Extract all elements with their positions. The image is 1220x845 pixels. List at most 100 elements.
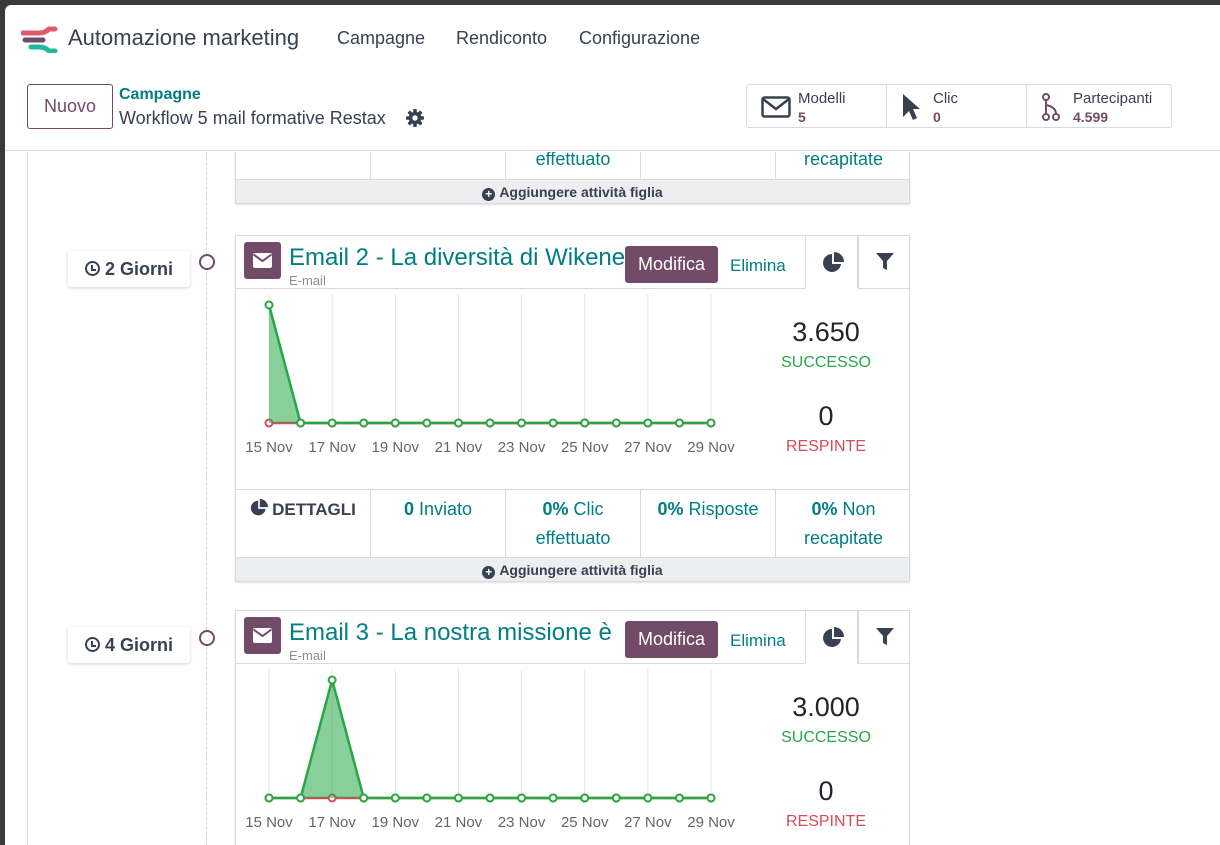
sent-value: 0 bbox=[403, 499, 414, 519]
activity-type: E-mail bbox=[289, 273, 326, 288]
stat-value: 4.599 bbox=[1073, 109, 1109, 125]
stat-label: Partecipanti bbox=[1073, 90, 1153, 107]
data-point bbox=[359, 793, 369, 803]
stat-button-partecipanti[interactable]: Partecipanti 4.599 bbox=[1027, 85, 1171, 127]
replied-label: Risposte bbox=[688, 499, 759, 519]
x-tick-label: 23 Nov bbox=[498, 439, 546, 456]
success-label: SUCCESSO bbox=[781, 729, 871, 746]
rejected-count: 0 bbox=[818, 401, 834, 431]
data-point bbox=[453, 418, 463, 428]
delay-badge: 2 Giorni bbox=[68, 251, 190, 287]
menu-configurazione[interactable]: Configurazione bbox=[579, 28, 701, 48]
tab-statistics[interactable] bbox=[805, 235, 858, 289]
menu-rendiconto[interactable]: Rendiconto bbox=[456, 28, 548, 48]
bounced-cell[interactable]: recapitate bbox=[803, 152, 884, 169]
bounced-cell[interactable]: 0% Non recapitate bbox=[776, 490, 911, 558]
sent-cell[interactable]: 0 Inviato bbox=[371, 490, 506, 558]
edit-button[interactable]: Modifica bbox=[625, 621, 718, 658]
divider bbox=[27, 152, 28, 845]
timeline-node bbox=[199, 254, 215, 270]
data-point bbox=[264, 793, 274, 803]
stat-button-modelli[interactable]: Modelli 5 bbox=[747, 85, 887, 127]
delete-button[interactable]: Elimina bbox=[730, 631, 786, 650]
clicked-cell[interactable]: effettuato bbox=[506, 152, 641, 181]
data-point bbox=[296, 418, 306, 428]
envelope-icon bbox=[761, 96, 791, 118]
activity-card: Email 2 - La diversità di Wikenergy E-ma… bbox=[235, 235, 910, 582]
x-tick-label: 29 Nov bbox=[687, 439, 735, 456]
add-child-activity-button[interactable]: + Aggiungere attività figlia bbox=[236, 557, 909, 581]
success-count: 3.650 bbox=[792, 317, 860, 347]
plus-circle-icon: + bbox=[482, 566, 496, 579]
data-point bbox=[611, 793, 621, 803]
data-point bbox=[674, 418, 684, 428]
bounced-label: Non recapitate bbox=[803, 499, 884, 548]
x-tick-label: 27 Nov bbox=[624, 814, 672, 831]
x-tick-label: 25 Nov bbox=[561, 814, 609, 831]
data-point bbox=[611, 418, 621, 428]
details-cell bbox=[236, 152, 371, 181]
timeline-node bbox=[199, 630, 215, 646]
replied-cell bbox=[641, 152, 776, 181]
delete-button[interactable]: Elimina bbox=[730, 256, 786, 275]
data-point bbox=[643, 793, 653, 803]
activity-chart[interactable]: 15 Nov 17 Nov 19 Nov 21 Nov 23 Nov 25 Nov 27 N… bbox=[236, 665, 766, 845]
x-tick-label: 23 Nov bbox=[498, 814, 546, 831]
data-point bbox=[548, 793, 558, 803]
clicked-cell[interactable]: 0% Clic effettuato bbox=[506, 490, 641, 558]
bounced-value: 0% bbox=[811, 499, 838, 519]
tab-statistics[interactable] bbox=[805, 610, 858, 664]
activity-type: E-mail bbox=[289, 648, 326, 663]
success-count: 3.000 bbox=[792, 692, 860, 722]
email-activity-icon bbox=[244, 242, 281, 279]
edit-button[interactable]: Modifica bbox=[625, 246, 718, 283]
stat-value: 5 bbox=[798, 109, 806, 125]
app-logo-icon[interactable] bbox=[21, 25, 59, 53]
pie-chart-icon bbox=[250, 499, 269, 516]
data-point bbox=[580, 793, 590, 803]
activity-title[interactable]: Email 3 - La nostra missione è bbox=[289, 619, 612, 646]
data-point bbox=[422, 418, 432, 428]
cursor-icon bbox=[903, 94, 920, 120]
menu-campagne[interactable]: Campagne bbox=[337, 28, 426, 48]
filter-icon bbox=[876, 628, 894, 645]
data-point bbox=[390, 418, 400, 428]
data-point bbox=[453, 793, 463, 803]
activity-card-previous: effettuato recapitate + Aggiungere attivi… bbox=[235, 152, 910, 204]
new-button[interactable]: Nuovo bbox=[27, 84, 113, 129]
tab-filter[interactable] bbox=[858, 235, 911, 288]
control-panel: Nuovo Campagne Workflow 5 mail formative… bbox=[5, 73, 1220, 151]
x-tick-label: 29 Nov bbox=[687, 814, 735, 831]
data-point bbox=[674, 793, 684, 803]
data-point bbox=[422, 793, 432, 803]
activity-chart[interactable]: 15 Nov 17 Nov 19 Nov 21 Nov 23 Nov 25 Nov 27 N… bbox=[236, 290, 766, 486]
gear-icon[interactable] bbox=[406, 109, 424, 127]
replied-value: 0% bbox=[657, 499, 684, 519]
rejected-label: RESPINTE bbox=[785, 813, 866, 830]
plus-circle-icon: + bbox=[482, 188, 496, 201]
add-child-activity-button[interactable]: + Aggiungere attività figlia bbox=[236, 179, 909, 203]
data-point bbox=[390, 793, 400, 803]
add-child-label: Aggiungere attività figlia bbox=[499, 184, 663, 200]
details-cell[interactable]: DETTAGLI bbox=[236, 490, 371, 558]
tab-filter[interactable] bbox=[858, 610, 911, 663]
activity-title[interactable]: Email 2 - La diversità di Wikenergy bbox=[289, 244, 624, 271]
record-title: Workflow 5 mail formative Restax bbox=[119, 108, 386, 128]
series-area bbox=[269, 305, 711, 423]
x-tick-label: 15 Nov bbox=[245, 439, 293, 456]
stat-value: 0 bbox=[933, 109, 941, 125]
activity-header: Email 2 - La diversità di Wikenergy E-ma… bbox=[236, 235, 911, 289]
pie-chart-icon bbox=[823, 252, 844, 272]
sent-label: Inviato bbox=[418, 499, 473, 519]
x-tick-label: 19 Nov bbox=[372, 439, 420, 456]
replied-cell[interactable]: 0% Risposte bbox=[641, 490, 776, 558]
data-point bbox=[548, 418, 558, 428]
clicked-value: 0% bbox=[542, 499, 569, 519]
activity-workflow[interactable]: effettuato recapitate + Aggiungere attivi… bbox=[5, 152, 1220, 845]
stat-buttons: Modelli 5 Clic 0 Partecipanti 4.599 bbox=[746, 84, 1172, 128]
breadcrumb-campagne[interactable]: Campagne bbox=[119, 86, 201, 103]
data-point bbox=[327, 418, 337, 428]
app-title[interactable]: Automazione marketing bbox=[68, 25, 300, 50]
data-point bbox=[359, 418, 369, 428]
stat-button-clic[interactable]: Clic 0 bbox=[887, 85, 1027, 127]
